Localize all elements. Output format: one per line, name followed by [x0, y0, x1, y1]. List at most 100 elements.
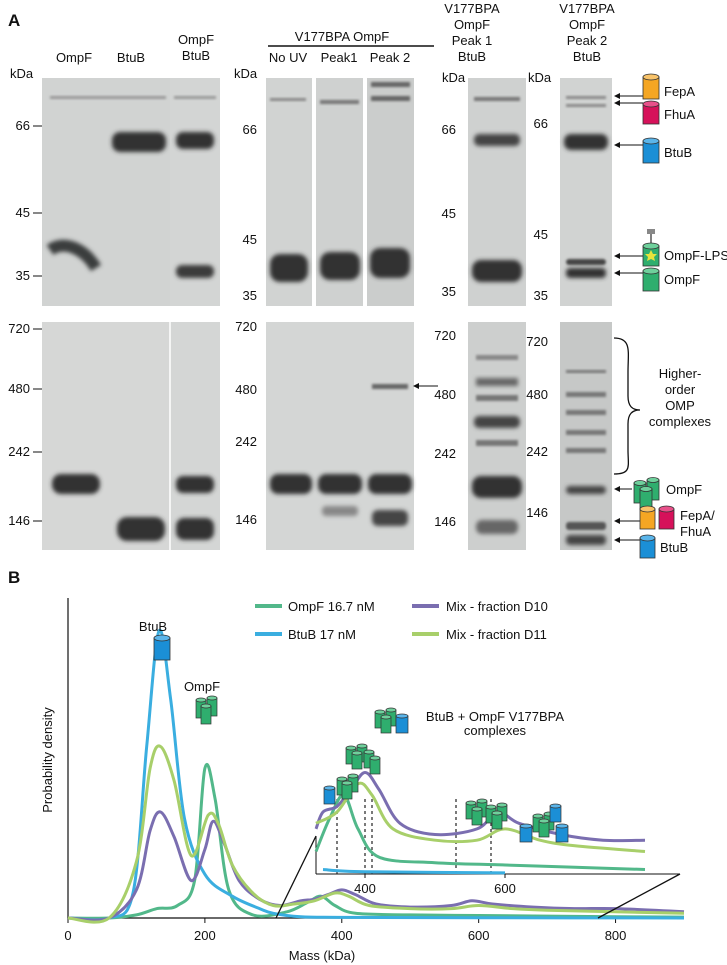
band-faint-top-2	[174, 96, 216, 99]
gel-5: V177BPA OmpF Peak 2 BtuB kDa 66 45 35 720 4…	[526, 1, 615, 550]
gel-5-header: V177BPA OmpF Peak 2 BtuB	[559, 1, 615, 64]
x-axis-label: Mass (kDa)	[289, 948, 355, 963]
x-tick-label: 400	[331, 928, 353, 943]
band-trimer-peak1	[318, 474, 362, 494]
gel-3: V177BPA OmpF No UV Peak1 Peak 2 kDa 66 4…	[234, 29, 438, 550]
band-ompf-g5	[566, 268, 606, 278]
x-tick-label: 600	[468, 928, 490, 943]
annotations: FepA FhuA BtuB OmpF-LPS OmpF Higher-orde…	[613, 73, 727, 559]
kda-label-4: kDa	[442, 70, 466, 85]
band-complex-g4	[474, 416, 520, 428]
band-btub-g4	[474, 134, 520, 146]
tick-45-g5: 45	[534, 227, 548, 242]
gel-2-bottom-image	[170, 322, 220, 550]
complex-icon-ompf-large	[465, 798, 508, 830]
band-btub-native	[117, 517, 165, 541]
band-ompf-lps-g5	[566, 259, 606, 265]
tick-45-g4: 45	[442, 206, 456, 221]
band-ompf-peak2	[370, 248, 410, 278]
tick-146-g4: 146	[434, 514, 456, 529]
complex-icon-btub-ompf	[323, 773, 359, 805]
complex-icon-mixed-large	[519, 803, 569, 843]
tick-242-g4: 242	[434, 446, 456, 461]
gel-4-header: V177BPA OmpF Peak 1 BtuB	[444, 1, 500, 64]
lane-label-ompf: OmpF	[56, 50, 92, 65]
tick-45-g3: 45	[243, 232, 257, 247]
band-ompf-g4	[472, 260, 522, 282]
tick-720-g3: 720	[235, 319, 257, 334]
label-btub-bottom: BtuB	[660, 540, 688, 555]
zoom-line-left	[275, 835, 317, 919]
panel-a-label: A	[8, 11, 20, 30]
band-trimer-g4	[472, 476, 522, 498]
label-fepa: FepA	[664, 84, 695, 99]
fhua-icon-b	[658, 505, 675, 530]
peak-label-ompf: OmpF	[184, 679, 220, 694]
chart-b: Probability density Mass (kDa) 0 200 400 60…	[40, 598, 685, 963]
tick-720-g1: 720	[8, 321, 30, 336]
complex-icon-ompf-btub	[374, 707, 409, 734]
tick-146-g1: 146	[8, 513, 30, 528]
gel-2: OmpF BtuB	[169, 32, 220, 550]
band-btub	[112, 132, 166, 152]
band-trimer-no-uv	[270, 474, 312, 494]
band-ompf-trimer-g2	[176, 476, 214, 493]
gel-3-header: V177BPA OmpF	[295, 29, 389, 44]
tick-66-g5: 66	[534, 116, 548, 131]
ompf-lps-icon	[642, 229, 660, 267]
band-ompf-monomer	[46, 239, 102, 272]
fepa-icon	[642, 73, 660, 100]
gel-1: OmpF BtuB kDa 66 45 35 720 480 242 146	[8, 50, 170, 550]
label-ompf: OmpF	[664, 272, 700, 287]
kda-label-5: kDa	[528, 70, 552, 85]
series-line-3	[67, 744, 685, 924]
x-tick-label: 0	[64, 928, 71, 943]
tick-242-g1: 242	[8, 444, 30, 459]
inset-x-tick-label: 600	[494, 881, 516, 896]
panel-b-label: B	[8, 568, 20, 587]
gel-4: V177BPA OmpF Peak 1 BtuB kDa 66 45 35 720 4…	[434, 1, 526, 550]
ompf-trimer-icon-a	[633, 477, 660, 510]
tick-480-g4: 480	[434, 387, 456, 402]
legend-label-btub: BtuB 17 nM	[288, 627, 356, 642]
x-tick-label: 800	[605, 928, 627, 943]
fhua-icon	[642, 100, 660, 125]
band-trimer-g5	[566, 486, 606, 494]
ompf-trimer-icon-chart	[195, 695, 218, 725]
tick-66-g1: 66	[16, 118, 30, 133]
tick-480-g1: 480	[8, 381, 30, 396]
gel-5-bottom-image	[560, 322, 612, 550]
band-btub-g2	[176, 132, 214, 149]
legend-label-d11: Mix - fraction D11	[446, 627, 547, 642]
band-ompf-peak1	[320, 252, 360, 280]
brace-higher-order	[613, 337, 641, 475]
label-fepa-fhua: FepA/FhuA	[680, 508, 715, 539]
fepa-icon-b	[639, 505, 656, 530]
zoom-line-right	[597, 873, 681, 919]
inset-series-line-1	[322, 868, 506, 875]
tick-66-g4: 66	[442, 122, 456, 137]
tick-480-g3: 480	[235, 382, 257, 397]
tick-35-g4: 35	[442, 284, 456, 299]
band-ompf-trimer-native	[52, 474, 100, 494]
gel-1-bottom-image	[42, 322, 170, 550]
band-btub-g5	[564, 134, 608, 150]
tick-35-g3: 35	[243, 288, 257, 303]
kda-label-3: kDa	[234, 66, 258, 81]
legend-label-ompf: OmpF 16.7 nM	[288, 599, 375, 614]
tick-45-g1: 45	[16, 205, 30, 220]
tick-480-g5: 480	[526, 387, 548, 402]
peak-label-btub: BtuB	[139, 619, 167, 634]
label-ompf-lps: OmpF-LPS	[664, 248, 727, 263]
kda-label-1: kDa	[10, 66, 34, 81]
label-fhua: FhuA	[664, 107, 695, 122]
legend: OmpF 16.7 nM BtuB 17 nM Mix - fraction D…	[255, 599, 548, 642]
lane-label-ompf-btub: OmpF BtuB	[178, 32, 214, 63]
btub-icon-b	[639, 534, 656, 559]
legend-label-d10: Mix - fraction D10	[446, 599, 548, 614]
tick-720-g5: 720	[526, 334, 548, 349]
tick-66-g3: 66	[243, 122, 257, 137]
complex-icon-ompf-hexamer	[345, 743, 381, 775]
band-btub-native-g2	[176, 518, 214, 540]
tick-242-g3: 242	[235, 434, 257, 449]
